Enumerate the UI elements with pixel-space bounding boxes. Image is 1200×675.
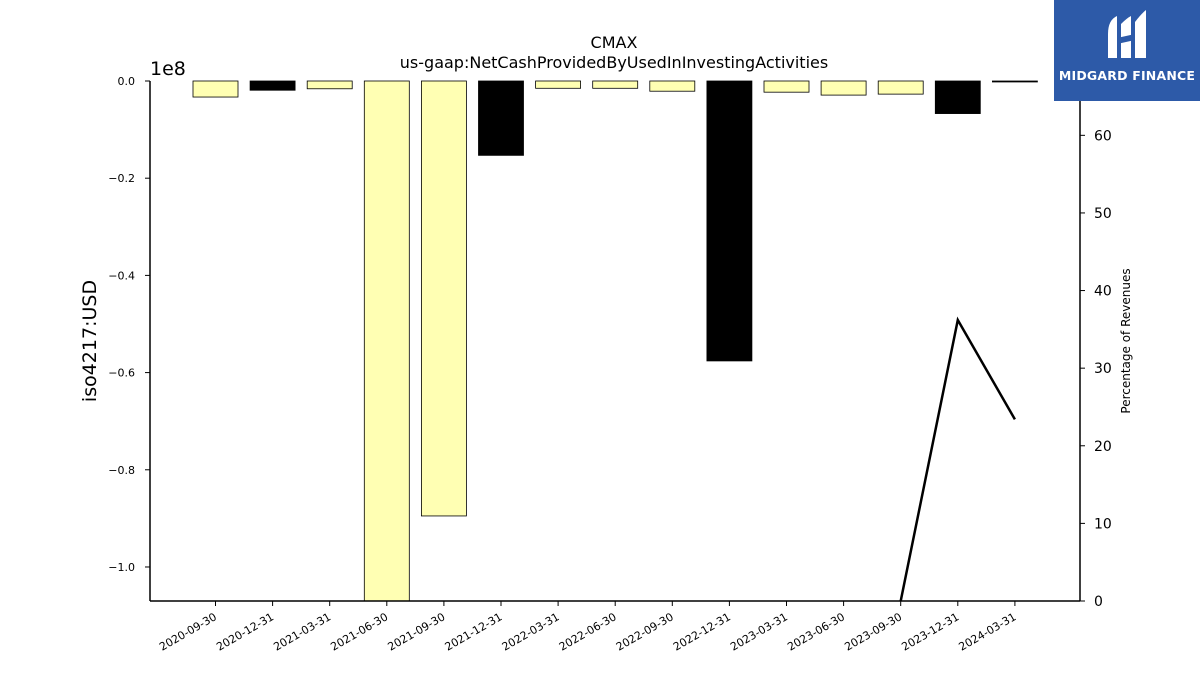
bar-2021-03-31	[306, 80, 353, 90]
brand-name: MIDGARD FINANCE	[1058, 68, 1196, 83]
percentage-line	[899, 316, 1016, 602]
bar-2021-12-31	[478, 80, 524, 156]
bar-2022-03-31	[535, 80, 581, 89]
y-axis-label: iso4217:USD	[79, 280, 101, 402]
y-tick-label: −0.4	[108, 269, 135, 282]
y-tick-label: −0.2	[108, 172, 135, 185]
x-tick-label: 2022-06-30	[557, 610, 619, 653]
y-tick-label: 0.0	[118, 75, 136, 88]
bar-2020-12-31	[249, 80, 296, 91]
x-tick-label: 2023-03-31	[728, 610, 790, 653]
x-tick-label: 2021-03-31	[271, 610, 333, 653]
bar-2021-09-30	[420, 80, 467, 517]
line-series-group	[899, 316, 1016, 602]
x-tick-label: 2024-03-31	[957, 610, 1019, 653]
brand-logo: MIDGARD FINANCE	[1054, 0, 1200, 101]
x-tick-label: 2023-12-31	[899, 610, 961, 653]
bar-2021-06-30	[363, 80, 410, 602]
y2-tick-label: 50	[1094, 206, 1112, 222]
y-tick-label: −0.6	[108, 367, 135, 380]
x-tick-label: 2023-09-30	[842, 610, 904, 653]
y2-axis-label: Percentage of Revenues	[1119, 268, 1133, 413]
bar-2022-06-30	[592, 80, 639, 89]
y-tick-label: −1.0	[108, 561, 135, 574]
bar-2024-03-31	[992, 80, 1038, 83]
y2-tick-label: 10	[1094, 516, 1112, 532]
y2-tick-label: 30	[1094, 361, 1112, 377]
bar-2023-03-31	[763, 80, 810, 93]
y2-tick-label: 40	[1094, 284, 1112, 300]
chart-title: CMAX	[591, 33, 638, 52]
bar-2023-06-30	[820, 80, 867, 96]
x-tick-label: 2021-12-31	[443, 610, 505, 653]
y-scale-label: 1e8	[150, 58, 186, 80]
x-tick-label: 2020-12-31	[214, 610, 276, 653]
y2-tick-label: 20	[1094, 439, 1112, 455]
y-tick-label: −0.8	[108, 464, 135, 477]
bar-2022-09-30	[649, 80, 696, 92]
x-tick-label: 2023-06-30	[785, 610, 847, 653]
bar-2022-12-31	[706, 80, 753, 362]
x-tick-label: 2020-09-30	[157, 610, 219, 653]
x-tick-label: 2022-12-31	[671, 610, 733, 653]
x-tick-label: 2021-09-30	[386, 610, 448, 653]
midgard-m-logo-icon	[1108, 10, 1146, 58]
chart-subtitle: us-gaap:NetCashProvidedByUsedInInvesting…	[400, 53, 828, 72]
bar-2020-09-30	[192, 80, 239, 98]
y2-tick-label: 0	[1094, 594, 1103, 610]
bars-group	[192, 80, 1038, 602]
axes-group: 0.0 −0.2 −0.4 −0.6 −0.8 −1.0 0 10 20 30 40 50 60 2020…	[108, 75, 1112, 654]
bar-2023-09-30	[877, 80, 924, 95]
y2-tick-label: 60	[1094, 128, 1112, 144]
x-tick-label: 2022-03-31	[500, 610, 562, 653]
x-tick-label: 2022-09-30	[614, 610, 676, 653]
bar-2023-12-31	[934, 80, 981, 114]
x-tick-label: 2021-06-30	[328, 610, 390, 653]
